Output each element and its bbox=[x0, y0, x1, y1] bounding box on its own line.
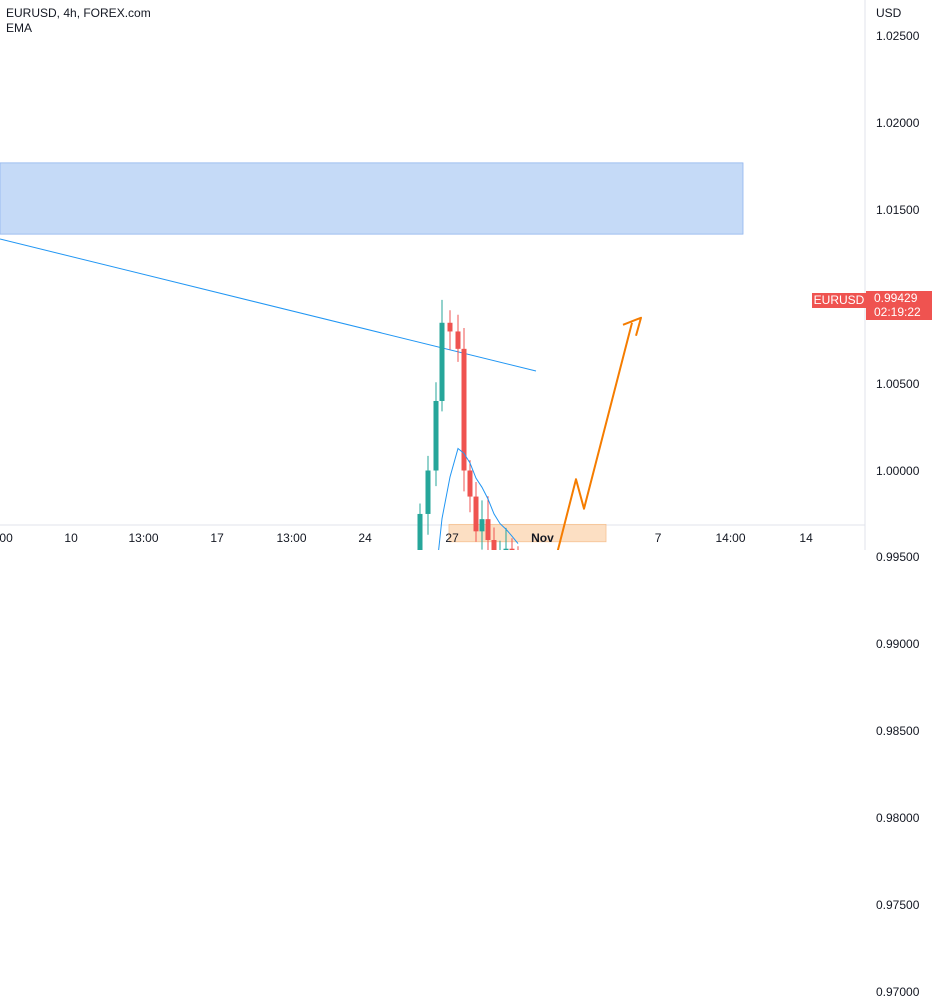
candle-body bbox=[509, 548, 515, 550]
price-tick: 0.97500 bbox=[876, 898, 920, 912]
price-tick: 1.02500 bbox=[876, 29, 920, 43]
indicator-label[interactable]: EMA bbox=[6, 21, 33, 35]
candle-body bbox=[447, 322, 453, 332]
candle-body bbox=[479, 519, 485, 532]
candle-body bbox=[491, 540, 497, 550]
candle-body bbox=[417, 513, 423, 550]
price-tick: 0.97000 bbox=[876, 984, 920, 999]
currency-label: USD bbox=[876, 6, 902, 20]
price-tick: 1.00500 bbox=[876, 376, 920, 391]
candle-body bbox=[467, 470, 473, 497]
candle-body bbox=[455, 331, 461, 349]
price-tick: 1.02000 bbox=[876, 115, 920, 130]
projection-arrowhead bbox=[622, 316, 642, 337]
price-tick: 1.01500 bbox=[876, 202, 920, 217]
time-tick: 17 bbox=[210, 531, 224, 545]
time-tick: 10 bbox=[64, 531, 78, 545]
ema-line bbox=[438, 447, 519, 550]
price-tick: 0.99500 bbox=[876, 550, 920, 565]
time-tick: 00 bbox=[0, 531, 13, 545]
trendline bbox=[0, 238, 537, 372]
bar-countdown: 02:19:22 bbox=[874, 305, 921, 319]
symbol-price-tag: EURUSD bbox=[812, 293, 866, 308]
candle-body bbox=[473, 496, 479, 532]
price-tick: 1.00000 bbox=[876, 463, 920, 478]
time-tick: 24 bbox=[358, 531, 372, 545]
time-tick: 27 bbox=[445, 531, 459, 545]
candle-body bbox=[503, 548, 509, 550]
candle-body bbox=[461, 348, 467, 471]
zone-blue bbox=[0, 162, 744, 235]
candle-body bbox=[425, 470, 431, 514]
price-tick: 0.98000 bbox=[876, 811, 920, 826]
time-tick: 14 bbox=[799, 531, 813, 545]
time-tick: 13:00 bbox=[276, 531, 307, 545]
zone-orange bbox=[448, 523, 607, 543]
price-chart[interactable] bbox=[0, 0, 932, 550]
price-tick: 0.98500 bbox=[876, 724, 920, 739]
time-tick: 7 bbox=[654, 531, 662, 545]
time-tick: 13:00 bbox=[128, 531, 159, 545]
candle-body bbox=[439, 322, 445, 401]
candle-body bbox=[485, 519, 491, 541]
last-price-label: 0.99429 02:19:22 bbox=[866, 291, 932, 320]
price-tick: 0.99000 bbox=[876, 637, 920, 652]
chart-legend: EURUSD, 4h, FOREX.com EMA bbox=[6, 6, 151, 36]
time-tick: 14:00 bbox=[715, 531, 746, 545]
time-tick: Nov bbox=[531, 531, 554, 545]
candle-body bbox=[433, 400, 439, 471]
symbol-title[interactable]: EURUSD, 4h, FOREX.com bbox=[6, 6, 151, 20]
projection-path bbox=[556, 322, 633, 550]
last-price-value: 0.99429 bbox=[874, 291, 918, 305]
